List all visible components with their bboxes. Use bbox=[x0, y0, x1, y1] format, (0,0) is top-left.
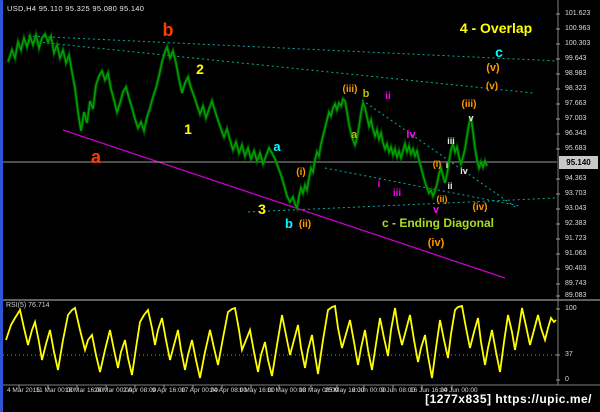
wave-label[interactable]: iii bbox=[393, 188, 402, 199]
wave-label[interactable]: iii bbox=[447, 136, 455, 146]
wave-label[interactable]: 1 bbox=[184, 121, 192, 137]
dotted-trendline[interactable] bbox=[324, 167, 521, 207]
wave-label[interactable]: iv bbox=[406, 129, 416, 141]
wave-label[interactable]: (iii) bbox=[462, 99, 477, 110]
wave-label[interactable]: (iii) bbox=[343, 84, 358, 95]
wave-label[interactable]: (v) bbox=[486, 62, 500, 74]
wave-label[interactable]: c bbox=[495, 44, 503, 60]
wave-label[interactable]: (ii) bbox=[437, 194, 448, 204]
current-price-tag: 95.140 bbox=[559, 156, 598, 169]
watermark: [1277x835] https://upic.me/ bbox=[425, 392, 592, 406]
time-axis-label: 2 Apr 08:00 bbox=[123, 387, 157, 394]
time-axis-label: 2 Jun 00:00 bbox=[352, 387, 386, 394]
wave-label[interactable]: i bbox=[446, 160, 449, 170]
price-axis-label: 98.323 bbox=[565, 85, 587, 92]
dotted-trendline[interactable] bbox=[27, 40, 534, 94]
indicator-axis-label: 0 bbox=[565, 376, 569, 383]
price-axis-label: 90.403 bbox=[565, 265, 587, 272]
chart-symbol-title: USD,H4 95.110 95.325 95.080 95.140 bbox=[7, 4, 145, 13]
price-series bbox=[7, 31, 488, 211]
dotted-trendline[interactable] bbox=[361, 99, 518, 209]
price-axis-label: 98.983 bbox=[565, 70, 587, 77]
indicator-axis-label: 100 bbox=[565, 305, 577, 312]
time-axis-label: 24 Jun 00:00 bbox=[440, 387, 478, 394]
time-axis-label: 25 May 16:00 bbox=[325, 387, 365, 394]
time-axis-label: 1 May 16:00 bbox=[239, 387, 275, 394]
price-axis-label: 89.743 bbox=[565, 280, 587, 287]
time-axis-label: 26 Mar 00:00 bbox=[94, 387, 133, 394]
time-axis-label: 9 Apr 16:00 bbox=[152, 387, 186, 394]
wave-label[interactable]: v bbox=[468, 113, 473, 123]
window-edge-strip bbox=[0, 0, 3, 412]
wave-label[interactable]: a bbox=[91, 147, 102, 167]
price-axis-label: 93.703 bbox=[565, 190, 587, 197]
price-axis-label: 100.963 bbox=[565, 25, 591, 32]
dotted-trendline[interactable] bbox=[27, 35, 559, 62]
time-axis[interactable]: 4 Mar 2015 11 Mar 00:00 18 Mar 16:00 26 Mar… bbox=[0, 386, 600, 398]
price-axis-label: 97.663 bbox=[565, 100, 587, 107]
wave-label[interactable]: (i) bbox=[433, 159, 442, 169]
price-axis-label: 93.043 bbox=[565, 205, 587, 212]
price-axis-label: 99.643 bbox=[565, 55, 587, 62]
magenta-trendline[interactable] bbox=[62, 129, 506, 279]
time-axis-label: 17 Apr 00:00 bbox=[181, 387, 218, 394]
price-axis-label: 101.623 bbox=[565, 10, 591, 17]
price-axis-label: 95.683 bbox=[565, 145, 587, 152]
time-axis-label: 16 Jun 16:00 bbox=[410, 387, 448, 394]
wave-label[interactable]: v bbox=[433, 204, 440, 216]
wave-label[interactable]: b bbox=[285, 216, 293, 231]
wave-label[interactable]: i bbox=[378, 179, 381, 190]
wave-label[interactable]: (v) bbox=[486, 81, 498, 92]
price-axis-label: 92.383 bbox=[565, 220, 587, 227]
wave-label[interactable]: a bbox=[351, 129, 358, 141]
wave-label[interactable]: iv bbox=[460, 166, 468, 176]
time-axis-label: 18 Mar 16:00 bbox=[65, 387, 104, 394]
wave-label[interactable]: 4 - Overlap bbox=[460, 20, 532, 36]
wave-label[interactable]: (i) bbox=[296, 167, 305, 178]
wave-label[interactable]: b bbox=[363, 88, 370, 100]
price-axis-label: 91.063 bbox=[565, 250, 587, 257]
indicator-name-label: RSI(5) 76.714 bbox=[6, 302, 50, 309]
wave-label[interactable]: 2 bbox=[196, 61, 204, 77]
wave-label[interactable]: (iv) bbox=[428, 237, 445, 249]
price-axis[interactable]: 101.623 100.963 100.303 99.643 98.983 98.323 9… bbox=[558, 0, 600, 385]
price-axis-label: 91.723 bbox=[565, 235, 587, 242]
price-axis-label: 94.363 bbox=[565, 175, 587, 182]
time-axis-label: 11 May 00:00 bbox=[267, 387, 306, 394]
wave-label[interactable]: a bbox=[273, 139, 281, 154]
wave-label[interactable]: c - Ending Diagonal bbox=[382, 216, 494, 230]
wave-label[interactable]: ii bbox=[447, 181, 452, 191]
price-axis-label: 100.303 bbox=[565, 40, 591, 47]
wave-label[interactable]: (iv) bbox=[473, 202, 488, 213]
time-axis-label: 9 Jun 08:00 bbox=[381, 387, 415, 394]
wave-label[interactable]: (ii) bbox=[299, 219, 311, 230]
indicator-axis-label: 37 bbox=[565, 351, 573, 358]
time-axis-label: 18 May 08:00 bbox=[299, 387, 339, 394]
price-axis-label: 89.083 bbox=[565, 292, 587, 299]
wave-label[interactable]: b bbox=[163, 20, 174, 40]
time-axis-label: 11 Mar 00:00 bbox=[36, 387, 74, 394]
price-axis-label: 96.343 bbox=[565, 130, 587, 137]
wave-label[interactable]: 3 bbox=[258, 201, 266, 217]
rsi-series bbox=[5, 304, 557, 379]
price-axis-label: 97.003 bbox=[565, 115, 587, 122]
time-axis-label: 4 Mar 2015 bbox=[7, 387, 40, 394]
time-axis-label: 24 Apr 08:00 bbox=[210, 387, 247, 394]
wave-label[interactable]: ii bbox=[385, 91, 391, 102]
